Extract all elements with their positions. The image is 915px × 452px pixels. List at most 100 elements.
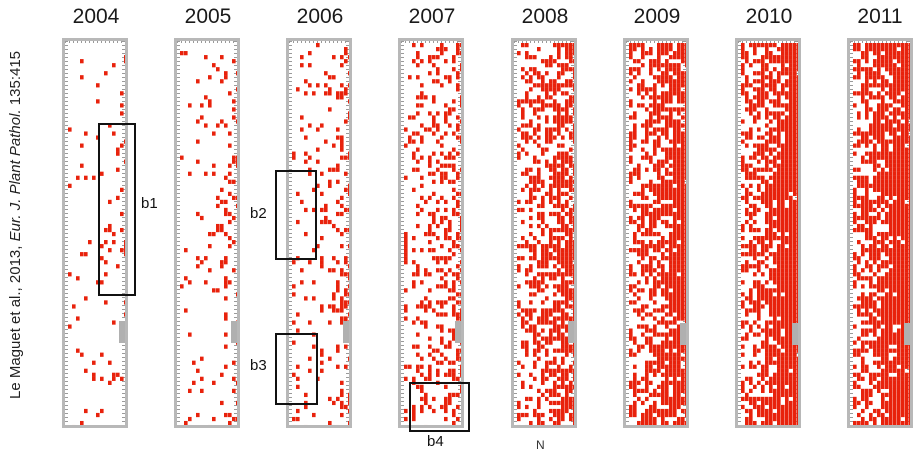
- infected-vine: [641, 400, 645, 406]
- infected-vine: [745, 396, 749, 402]
- infected-vine: [909, 143, 910, 148]
- infected-vine: [741, 47, 745, 52]
- infected-vine: [521, 131, 525, 136]
- infected-vine: [781, 71, 785, 76]
- infected-vine: [332, 296, 336, 301]
- infected-vine: [525, 352, 529, 357]
- infected-vine: [525, 91, 529, 96]
- infected-vine: [645, 87, 649, 92]
- infected-vine: [797, 392, 798, 398]
- infected-vine: [537, 388, 541, 394]
- infected-vine: [741, 292, 745, 297]
- infected-vine: [569, 211, 573, 217]
- infected-vine: [853, 404, 857, 410]
- infected-vine: [645, 207, 649, 213]
- infected-vine: [861, 215, 865, 221]
- infected-vine: [561, 280, 565, 285]
- infected-vine: [785, 392, 789, 398]
- infected-vine: [340, 63, 344, 68]
- infected-vine: [653, 368, 657, 373]
- infected-vine: [669, 67, 673, 72]
- infected-vine: [785, 408, 789, 414]
- infected-vine: [525, 123, 529, 128]
- infected-vine: [877, 95, 881, 100]
- infected-vine: [324, 219, 328, 225]
- infected-vine: [677, 119, 681, 124]
- infected-vine: [653, 223, 657, 229]
- infected-vine: [420, 320, 424, 325]
- infected-vine: [533, 187, 537, 192]
- infected-vine: [773, 388, 777, 394]
- infected-vine: [881, 360, 885, 365]
- infected-vine: [541, 227, 545, 233]
- infected-vine: [681, 264, 685, 269]
- infected-vine: [901, 63, 905, 68]
- infected-vine: [777, 183, 781, 188]
- infected-vine: [685, 43, 686, 48]
- infected-vine: [785, 47, 789, 52]
- infected-vine: [901, 183, 905, 188]
- infected-vine: [881, 135, 885, 140]
- infected-vine: [96, 99, 100, 104]
- infected-vine: [296, 219, 300, 225]
- infected-vine: [224, 175, 228, 180]
- infected-vine: [857, 312, 861, 317]
- infected-vine: [893, 143, 897, 148]
- infected-vine: [765, 328, 769, 333]
- infected-vine: [557, 288, 561, 293]
- infected-vine: [873, 183, 877, 188]
- infected-vine: [669, 348, 673, 353]
- infected-vine: [897, 227, 901, 233]
- infected-vine: [865, 219, 869, 225]
- infected-vine: [637, 91, 641, 96]
- infected-vine: [332, 167, 336, 172]
- infected-vine: [685, 87, 686, 92]
- infected-vine: [537, 320, 541, 325]
- infected-vine: [96, 412, 100, 418]
- infected-vine: [769, 191, 773, 196]
- infected-vine: [569, 236, 573, 241]
- infected-vine: [881, 280, 885, 285]
- infected-vine: [857, 272, 861, 277]
- infected-vine: [777, 139, 781, 144]
- infected-vine: [749, 264, 753, 269]
- plot-border-ticks-t: [177, 41, 237, 43]
- infected-vine: [328, 268, 332, 273]
- infected-vine: [861, 183, 865, 188]
- infected-vine: [553, 412, 557, 418]
- infected-vine: [653, 103, 657, 108]
- infected-vine: [653, 147, 657, 152]
- infected-vine: [857, 215, 861, 221]
- infected-vine: [905, 388, 909, 394]
- infected-vine: [661, 219, 665, 225]
- infected-vine: [573, 412, 574, 418]
- infected-vine: [881, 123, 885, 128]
- infected-vine: [525, 171, 529, 176]
- infected-vine: [324, 215, 328, 221]
- infected-vine: [877, 175, 881, 180]
- infected-vine: [452, 167, 456, 172]
- infected-vine: [901, 380, 905, 385]
- infected-vine: [793, 207, 797, 213]
- infected-vine: [765, 95, 769, 100]
- infected-vine: [553, 256, 557, 261]
- infected-vine: [905, 219, 909, 225]
- infected-vine: [853, 59, 857, 64]
- infected-vine: [789, 67, 793, 72]
- infected-vine: [685, 420, 686, 425]
- infected-vine: [901, 103, 905, 108]
- infected-vine: [561, 179, 565, 184]
- infected-vine: [901, 292, 905, 297]
- infected-vine: [685, 300, 686, 305]
- infected-vine: [529, 384, 533, 389]
- infected-vine: [320, 304, 324, 309]
- infected-vine: [781, 223, 785, 229]
- infected-vine: [657, 135, 661, 140]
- infected-vine: [320, 207, 324, 213]
- infected-vine: [885, 360, 889, 365]
- infected-vine: [673, 276, 677, 281]
- plot-border-ticks-r: [234, 41, 237, 425]
- infected-vine: [769, 207, 773, 213]
- infected-vine: [857, 240, 861, 245]
- infected-vine: [553, 336, 557, 341]
